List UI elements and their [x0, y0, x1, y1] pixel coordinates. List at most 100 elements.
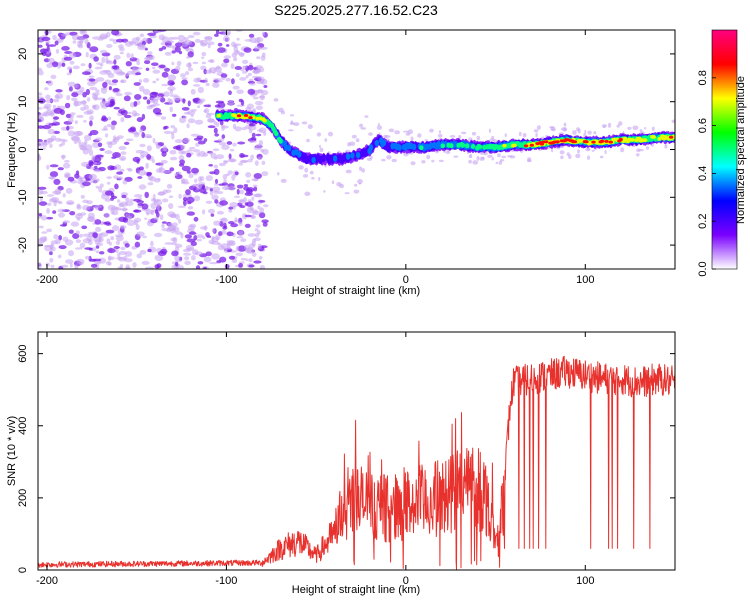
noise-speckle [222, 174, 228, 180]
noise-speckle [52, 34, 57, 41]
noise-speckle [476, 135, 481, 141]
noise-speckle [221, 229, 227, 235]
noise-speckle [336, 182, 342, 187]
spectrogram-y-label: -20 [17, 237, 29, 253]
noise-speckle [177, 34, 185, 42]
noise-speckle [188, 173, 194, 179]
noise-speckle [184, 260, 191, 265]
noise-speckle [143, 96, 148, 100]
noise-speckle [192, 31, 201, 36]
noise-speckle [209, 190, 214, 196]
noise-speckle [188, 231, 197, 235]
noise-speckle [161, 223, 165, 229]
noise-speckle [187, 35, 195, 39]
noise-speckle [449, 135, 456, 138]
noise-speckle [228, 221, 235, 225]
noise-speckle [41, 231, 48, 234]
noise-speckle [184, 234, 192, 239]
noise-speckle [58, 245, 67, 250]
ridge-mark [332, 155, 338, 162]
noise-speckle [186, 123, 190, 129]
noise-speckle [109, 38, 114, 42]
noise-speckle [563, 127, 567, 132]
noise-speckle [242, 70, 248, 74]
spectrogram-y-label: 20 [17, 48, 29, 60]
noise-speckle [88, 78, 96, 82]
noise-speckle [243, 47, 252, 53]
noise-speckle [204, 108, 210, 114]
ridge-mark [643, 138, 648, 143]
noise-speckle [195, 142, 200, 147]
noise-speckle [240, 154, 249, 158]
ridge-mark [604, 139, 609, 143]
noise-speckle [173, 127, 178, 134]
noise-speckle [89, 178, 98, 184]
noise-speckle [126, 219, 136, 226]
noise-speckle [206, 41, 215, 46]
noise-speckle [176, 60, 182, 67]
noise-speckle [205, 82, 210, 87]
noise-speckle [190, 109, 197, 112]
noise-speckle [248, 33, 255, 38]
noise-speckle [39, 197, 43, 202]
noise-speckle [63, 56, 73, 61]
noise-speckle [66, 125, 70, 131]
noise-speckle [157, 191, 165, 196]
noise-speckle [381, 158, 386, 162]
noise-speckle [599, 155, 604, 159]
noise-speckle [258, 127, 267, 134]
noise-speckle [225, 30, 231, 36]
noise-speckle [99, 232, 109, 238]
noise-speckle [65, 259, 74, 264]
noise-speckle [45, 94, 51, 100]
ridge-mark [512, 143, 517, 148]
ridge-mark [544, 140, 549, 144]
noise-speckle [89, 166, 95, 170]
noise-speckle [81, 225, 88, 230]
noise-speckle [217, 138, 225, 142]
noise-speckle [243, 196, 248, 203]
noise-speckle [231, 41, 236, 48]
noise-speckle [239, 77, 247, 81]
noise-speckle [190, 133, 200, 137]
noise-speckle [318, 177, 321, 181]
noise-speckle [234, 126, 242, 132]
noise-speckle [70, 112, 76, 116]
noise-speckle [651, 126, 655, 131]
noise-speckle [46, 63, 53, 69]
noise-speckle [259, 94, 265, 101]
noise-speckle [139, 143, 146, 148]
noise-speckle [231, 259, 238, 263]
noise-speckle [133, 209, 139, 213]
noise-speckle [230, 223, 239, 228]
noise-speckle [560, 155, 564, 160]
ridge-mark [651, 135, 656, 139]
noise-speckle [103, 212, 111, 219]
noise-speckle [152, 98, 159, 105]
noise-speckle [116, 38, 124, 43]
noise-speckle [197, 86, 204, 94]
noise-speckle [77, 139, 81, 144]
noise-speckle [120, 109, 128, 116]
noise-speckle [196, 234, 204, 239]
ridge-mark [321, 153, 326, 163]
noise-speckle [115, 240, 121, 246]
noise-speckle [144, 60, 151, 65]
noise-speckle [89, 115, 94, 121]
noise-speckle [74, 264, 79, 269]
noise-speckle [159, 214, 164, 221]
ridge-mark [248, 116, 253, 120]
noise-speckle [158, 166, 163, 171]
noise-speckle [244, 39, 253, 42]
noise-speckle [424, 139, 429, 142]
noise-speckle [161, 46, 167, 50]
noise-speckle [203, 104, 211, 108]
noise-speckle [98, 251, 105, 255]
noise-speckle [79, 86, 85, 93]
noise-speckle [51, 61, 59, 68]
noise-speckle [107, 116, 112, 121]
noise-speckle [65, 187, 73, 194]
noise-speckle [306, 138, 310, 143]
noise-speckle [154, 264, 160, 269]
noise-speckle [181, 79, 189, 86]
